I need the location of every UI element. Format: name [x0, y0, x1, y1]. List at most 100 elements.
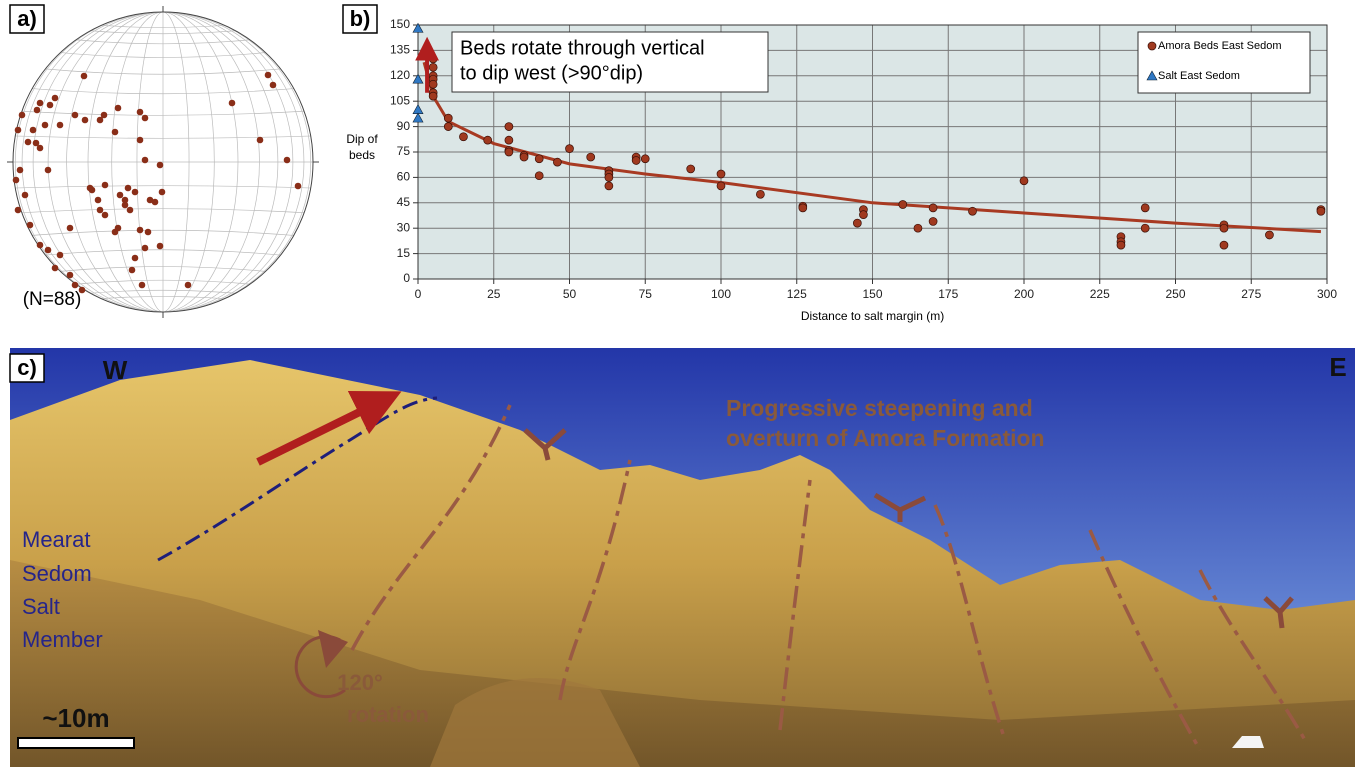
- stereonet-point: [94, 196, 102, 204]
- point: [443, 113, 453, 123]
- stereonet-point: [14, 206, 22, 214]
- x-tick-label: 50: [563, 287, 577, 301]
- stereonet-point: [136, 136, 144, 144]
- stereonet-point: [156, 161, 164, 169]
- stereonet-point: [146, 196, 154, 204]
- x-tick-label: 150: [862, 287, 882, 301]
- point: [716, 181, 726, 191]
- stereonet-point: [151, 198, 159, 206]
- x-tick-label: 25: [487, 287, 501, 301]
- panel-label: c): [17, 355, 37, 380]
- stereonet-point: [29, 126, 37, 134]
- x-tick-label: 125: [787, 287, 807, 301]
- point: [519, 152, 529, 162]
- stereonet-point: [184, 281, 192, 289]
- stereonet-point: [131, 188, 139, 196]
- west-label: W: [103, 355, 128, 385]
- y-tick-label: 105: [390, 93, 410, 107]
- stereonet-point: [121, 196, 129, 204]
- point: [483, 135, 493, 145]
- car: [1232, 736, 1264, 748]
- salt-label: Member: [22, 627, 103, 652]
- point: [504, 135, 514, 145]
- stereonet-point: [36, 144, 44, 152]
- fault-lines: [350, 404, 1307, 751]
- stereonet-point: [158, 188, 166, 196]
- point: [534, 154, 544, 164]
- point: [1019, 176, 1029, 186]
- stereonet-point: [101, 211, 109, 219]
- stereonet-point: [36, 241, 44, 249]
- y-tick-label: 90: [397, 119, 411, 133]
- y-tick-label: 0: [403, 271, 410, 285]
- stereonet-point: [141, 114, 149, 122]
- x-tick-label: 75: [639, 287, 653, 301]
- dip-symbols: [523, 428, 1294, 629]
- stereonet-point: [114, 104, 122, 112]
- stereonet-point: [269, 81, 277, 89]
- salt-label: Salt: [22, 594, 60, 619]
- salt-label: Sedom: [22, 561, 92, 586]
- point: [504, 147, 514, 157]
- stereonet-point: [66, 224, 74, 232]
- annotation: to dip west (>90°dip): [460, 62, 643, 84]
- stereonet-point: [24, 138, 32, 146]
- stereonet-point: [16, 166, 24, 174]
- point: [604, 181, 614, 191]
- scatter-chart: 0 15 30 45 60 75 90 105 120 135 150 0 25 50 75 100 125 15…: [342, 4, 1337, 323]
- point: [604, 173, 614, 182]
- panel-label: a): [17, 6, 37, 31]
- stereonet-point: [126, 206, 134, 214]
- point: [852, 218, 862, 228]
- stereonet-point: [256, 136, 264, 144]
- point: [1219, 240, 1229, 250]
- scale-bar: [17, 737, 135, 749]
- stereonet-point: [144, 228, 152, 236]
- y-tick-label: 150: [390, 17, 410, 31]
- panel-label: b): [350, 6, 371, 31]
- stereonet-point: [138, 281, 146, 289]
- stereonet-point: [66, 271, 74, 279]
- stereonet-point: [141, 244, 149, 252]
- x-tick-label: 250: [1165, 287, 1185, 301]
- rotation-label: rotation: [347, 702, 429, 727]
- stereonet-point: [80, 72, 88, 80]
- point: [412, 73, 424, 84]
- stereonet-point: [51, 94, 59, 102]
- point: [428, 62, 438, 72]
- arrow: [256, 391, 402, 466]
- y-tick-label: 75: [397, 144, 411, 158]
- foreground: [10, 560, 1355, 767]
- stereonet-point: [46, 101, 54, 109]
- plot-frame: [417, 24, 1328, 280]
- headline: Progressive steepening and: [726, 395, 1033, 421]
- stereonet-point: [228, 99, 236, 107]
- mound: [430, 678, 640, 767]
- stereonet-point: [136, 108, 144, 116]
- east-label: E: [1329, 352, 1346, 382]
- point: [913, 223, 923, 233]
- y-axis-label: Dip of: [346, 132, 378, 146]
- stereonet-point: [121, 201, 129, 209]
- panel-label-box: [9, 353, 45, 383]
- stereonet-point: [114, 224, 122, 232]
- point: [686, 164, 696, 174]
- x-tick-label: 225: [1090, 287, 1110, 301]
- stereonet-point: [12, 176, 20, 184]
- headline: overturn of Amora Formation: [726, 425, 1045, 451]
- legend-marker: [1146, 70, 1158, 81]
- stereonet-point: [32, 139, 40, 147]
- point: [756, 189, 765, 199]
- point: [504, 122, 514, 131]
- stereonet-point: [44, 246, 52, 254]
- scale-label: ~10m: [42, 703, 109, 733]
- y-tick-label: 135: [390, 43, 410, 57]
- stereonet-point: [56, 121, 64, 129]
- panel-label-box: [9, 4, 45, 34]
- stereonet-point: [26, 221, 34, 229]
- point: [428, 54, 438, 64]
- x-axis-label: Distance to salt margin (m): [801, 309, 944, 323]
- y-tick-label: 15: [397, 246, 411, 260]
